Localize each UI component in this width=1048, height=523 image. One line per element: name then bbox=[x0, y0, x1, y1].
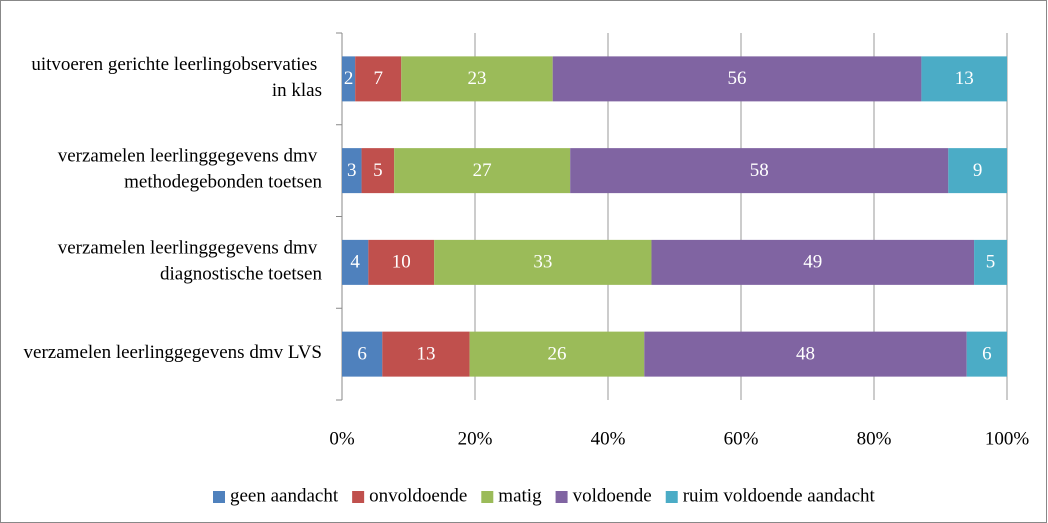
bar-segment bbox=[974, 239, 1007, 285]
data-label: 5 bbox=[373, 160, 383, 181]
legend-label: geen aandacht bbox=[230, 485, 339, 506]
bar-segment bbox=[342, 331, 383, 377]
bar-segment bbox=[342, 56, 356, 102]
data-label: 7 bbox=[373, 68, 383, 89]
data-label: 13 bbox=[416, 343, 435, 364]
bar-segment bbox=[651, 239, 975, 285]
data-label: 6 bbox=[357, 343, 367, 364]
data-label: 49 bbox=[803, 252, 822, 273]
data-label: 23 bbox=[467, 68, 486, 89]
data-label: 26 bbox=[547, 343, 566, 364]
bar-segment bbox=[966, 331, 1007, 377]
legend-swatch bbox=[665, 491, 678, 503]
y-tick-label: uitvoeren gerichte leerlingobservaties i… bbox=[31, 54, 322, 101]
data-label: 4 bbox=[350, 252, 360, 273]
bar-segment bbox=[355, 56, 402, 102]
data-label: 9 bbox=[973, 160, 983, 181]
bar-segment bbox=[401, 56, 553, 102]
bar-segment bbox=[342, 239, 369, 285]
data-label: 13 bbox=[955, 68, 974, 89]
bar-segment bbox=[552, 56, 922, 102]
legend-label: voldoende bbox=[573, 485, 652, 506]
data-label: 2 bbox=[344, 68, 354, 89]
legend-label: matig bbox=[498, 485, 542, 506]
bar-segment bbox=[342, 148, 362, 194]
bar-segment bbox=[644, 331, 967, 377]
bar-segment bbox=[921, 56, 1007, 102]
data-label: 48 bbox=[796, 343, 815, 364]
legend-swatch bbox=[213, 491, 225, 503]
legend-swatch bbox=[352, 491, 365, 503]
bar-segment bbox=[570, 148, 949, 194]
data-label: 3 bbox=[347, 160, 357, 181]
x-tick-label: 100% bbox=[985, 428, 1030, 449]
y-tick-label: verzamelen leerlinggegevens dmv methodeg… bbox=[58, 146, 323, 193]
bar-segment bbox=[434, 239, 652, 285]
bar-segment bbox=[361, 148, 395, 194]
x-tick-label: 80% bbox=[857, 428, 892, 449]
data-label: 10 bbox=[392, 252, 411, 273]
data-label: 56 bbox=[728, 68, 747, 89]
y-tick-label: verzamelen leerlinggegevens dmv LVS bbox=[24, 342, 322, 363]
bar-segment bbox=[394, 148, 571, 194]
legend-label: onvoldoende bbox=[369, 485, 467, 506]
x-tick-label: 40% bbox=[591, 428, 626, 449]
legend-swatch bbox=[555, 491, 568, 503]
bar-segment bbox=[368, 239, 435, 285]
x-tick-label: 0% bbox=[329, 428, 355, 449]
bar-segment bbox=[469, 331, 645, 377]
bar-segment bbox=[382, 331, 470, 377]
legend-label: ruim voldoende aandacht bbox=[683, 485, 876, 506]
data-label: 33 bbox=[533, 252, 552, 273]
x-tick-label: 60% bbox=[724, 428, 759, 449]
x-tick-label: 20% bbox=[458, 428, 493, 449]
data-label: 58 bbox=[750, 160, 769, 181]
legend-swatch bbox=[481, 491, 494, 503]
y-tick-label: verzamelen leerlinggegevens dmv diagnost… bbox=[58, 238, 323, 285]
data-label: 27 bbox=[473, 160, 492, 181]
data-label: 5 bbox=[986, 252, 996, 273]
data-label: 6 bbox=[982, 343, 992, 364]
bar-segment bbox=[948, 148, 1007, 194]
